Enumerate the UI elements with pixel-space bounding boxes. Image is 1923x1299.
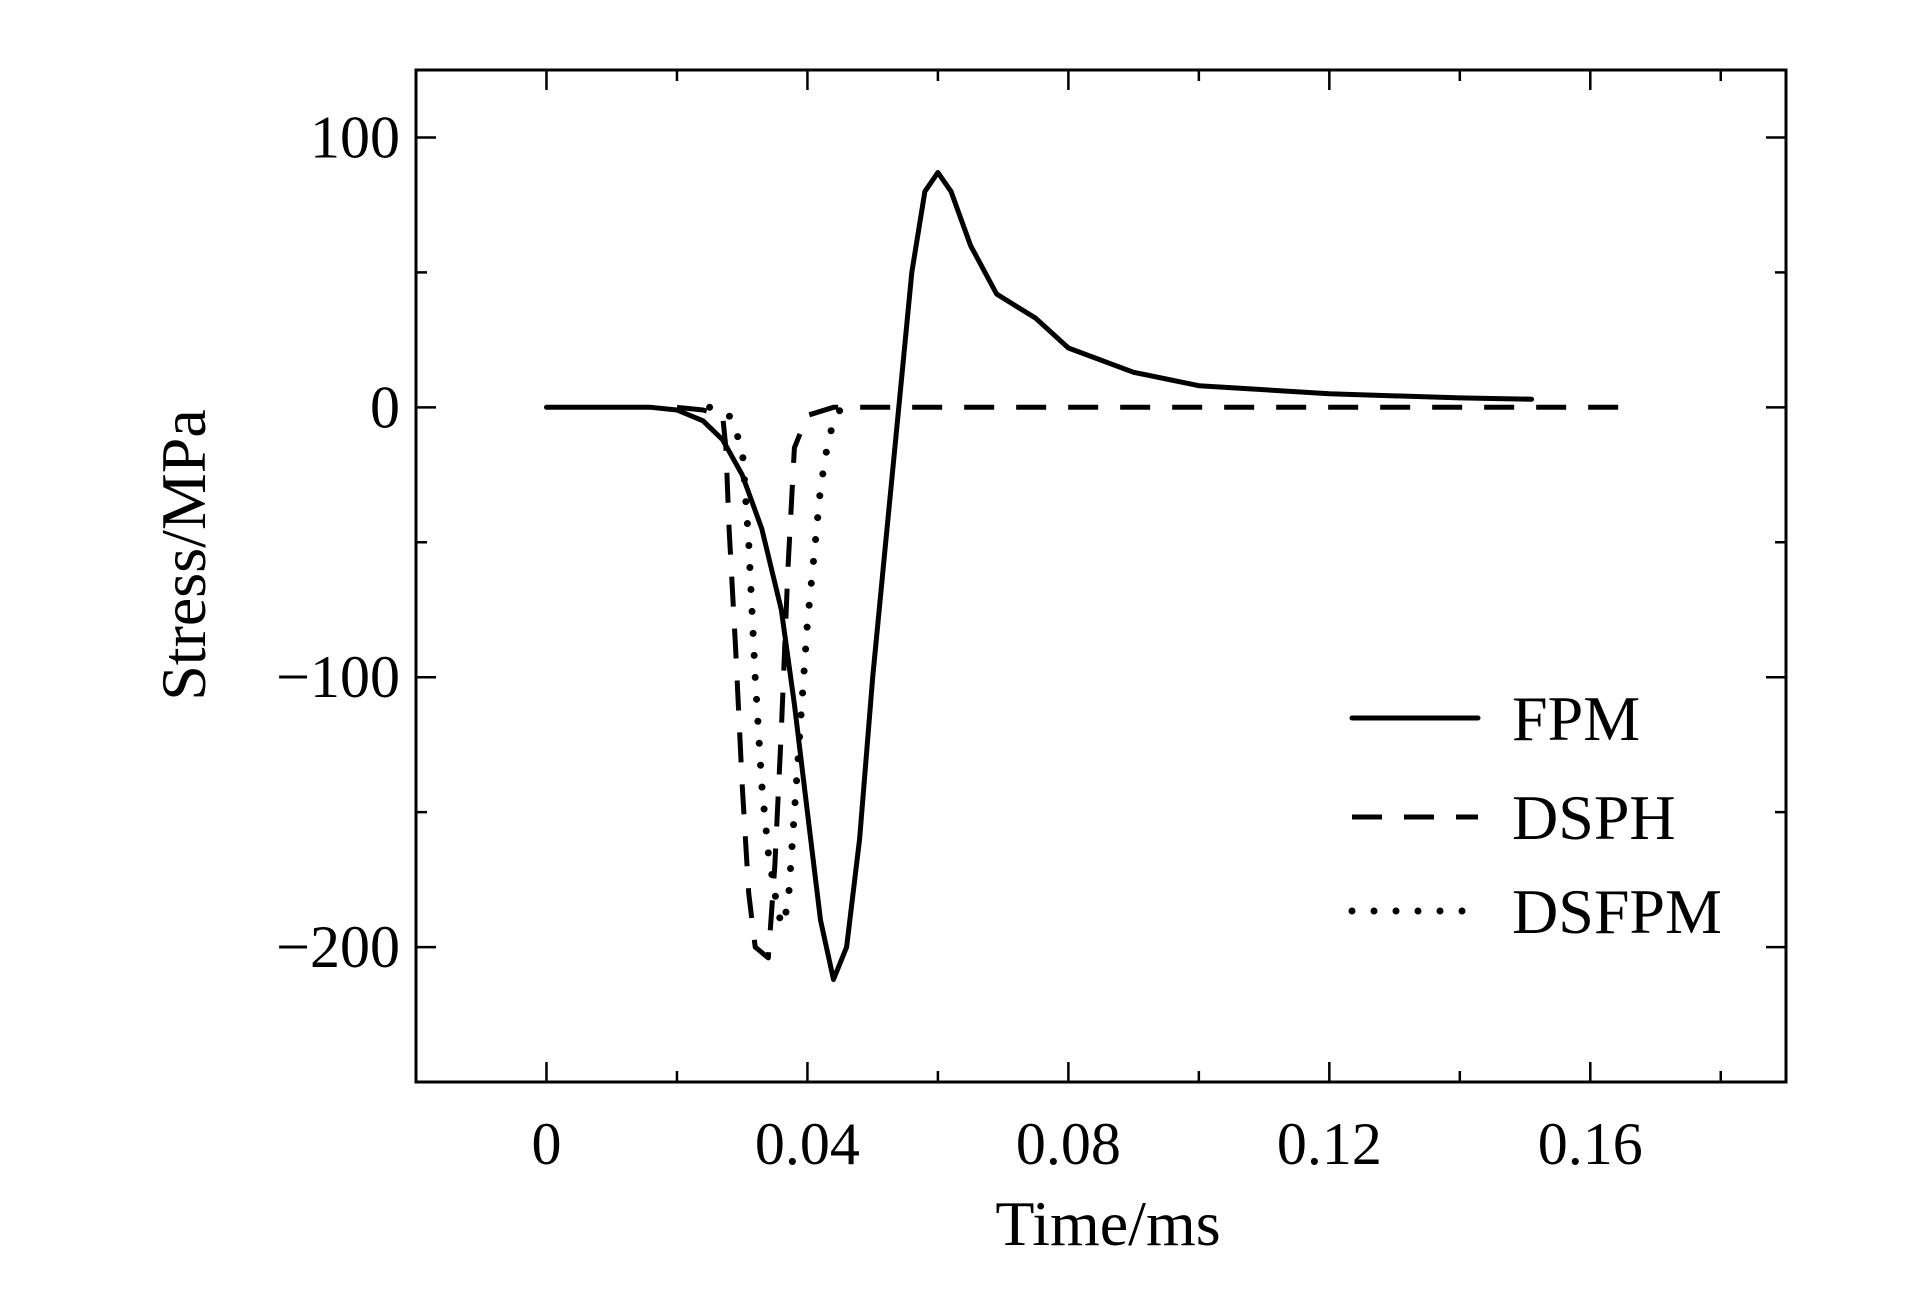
x-axis-label: Time/ms <box>995 1188 1220 1259</box>
y-axis-label: Stress/MPa <box>148 409 219 701</box>
x-tick-label: 0.08 <box>1016 1111 1121 1177</box>
y-tick-label: 100 <box>310 104 400 170</box>
y-tick-label: 0 <box>370 374 400 440</box>
x-tick-label: 0.12 <box>1277 1111 1382 1177</box>
x-tick-label: 0.16 <box>1538 1111 1643 1177</box>
y-tick-label: −100 <box>276 644 400 710</box>
series-lines <box>544 170 1636 982</box>
y-tick-label: −200 <box>276 914 400 980</box>
series-line-dsph <box>676 404 1636 961</box>
legend-label-fpm: FPM <box>1512 683 1640 754</box>
legend-label-dsfpm: DSFPM <box>1512 876 1722 947</box>
series-line-dsfpm <box>706 403 844 929</box>
x-tick-label: 0.04 <box>755 1111 860 1177</box>
legend: FPM DSPH DSFPM <box>1348 683 1722 947</box>
legend-label-dsph: DSPH <box>1512 782 1676 853</box>
series-line-fpm <box>544 170 1535 982</box>
x-tick-label: 0 <box>531 1111 561 1177</box>
plot-frame <box>414 68 1788 1084</box>
tick-labels: 0 0.04 0.08 0.12 0.16 100 0 −100 −200 <box>276 104 1643 1177</box>
